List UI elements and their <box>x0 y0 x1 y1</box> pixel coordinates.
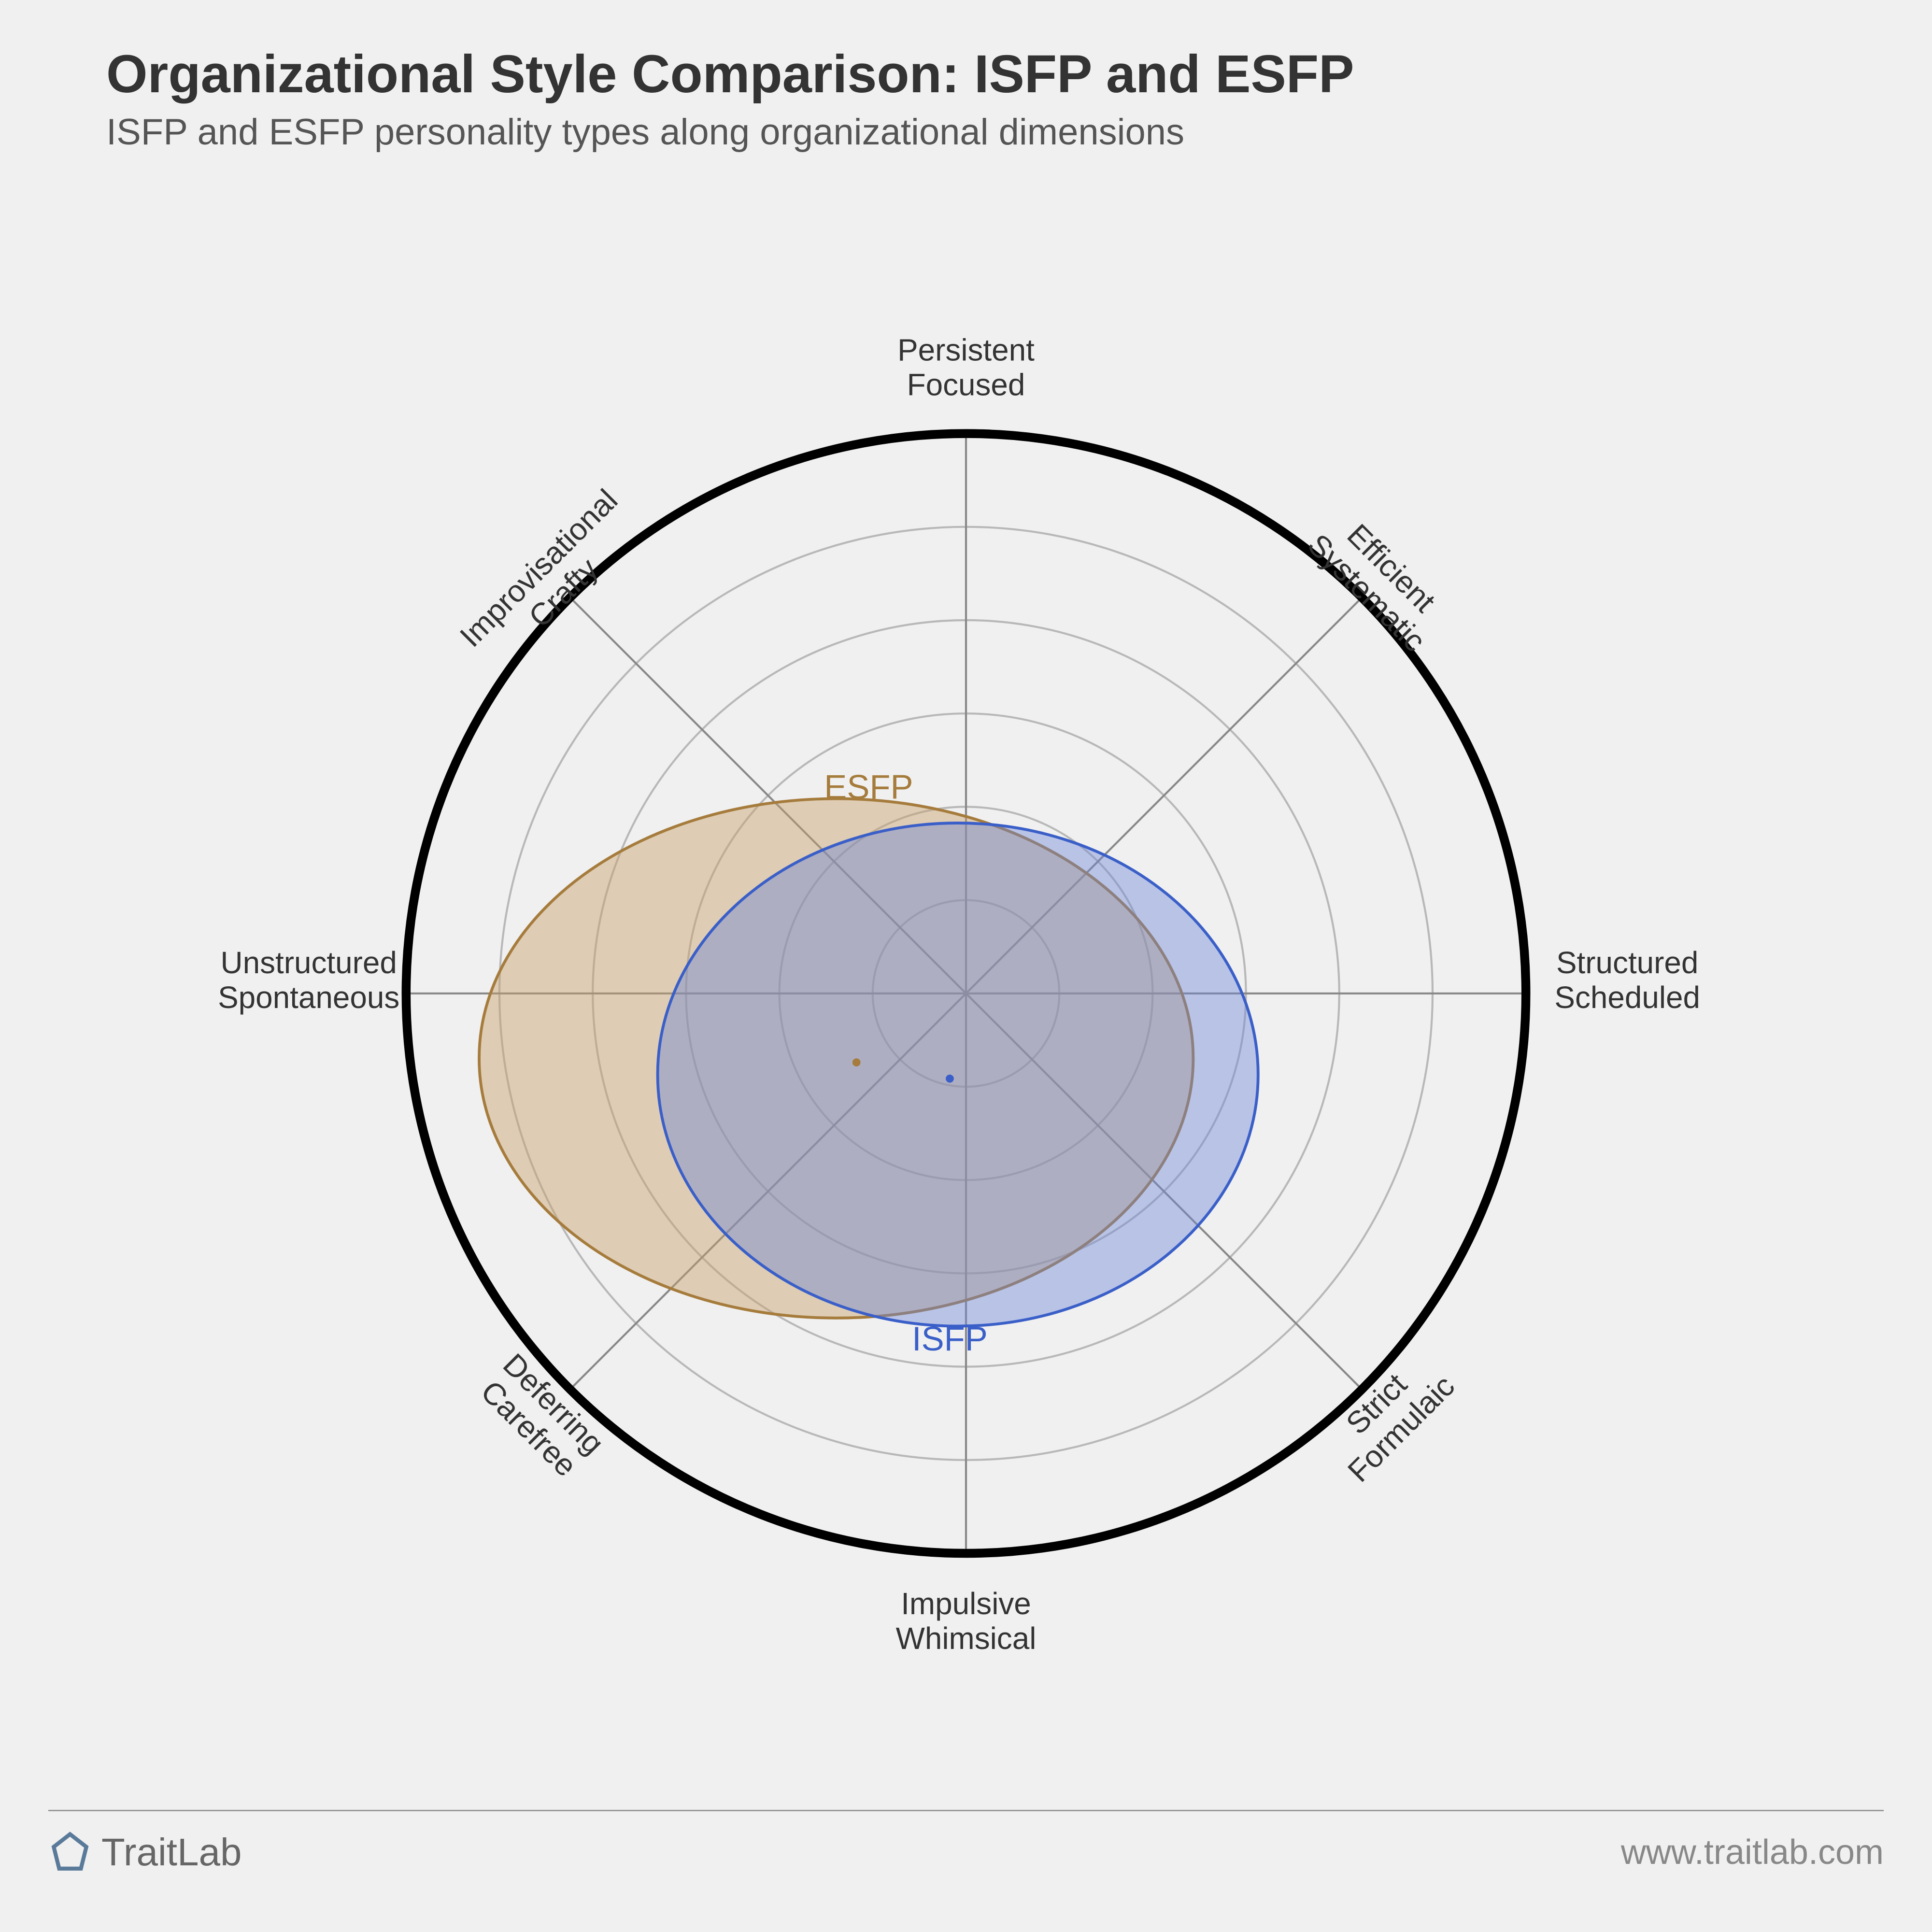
polar-chart-svg: PersistentFocusedEfficientSystematicStru… <box>0 174 1932 1797</box>
axis-label-text: StructuredScheduled <box>1554 945 1700 1015</box>
series-ellipse-isfp <box>658 823 1258 1326</box>
chart-title: Organizational Style Comparison: ISFP an… <box>106 43 1354 105</box>
footer: TraitLab www.traitlab.com <box>48 1826 1884 1879</box>
brand-name: TraitLab <box>101 1830 242 1875</box>
series-label-esfp: ESFP <box>824 768 913 806</box>
axis-label: ImpulsiveWhimsical <box>896 1586 1037 1656</box>
axis-label: DeferringCarefree <box>472 1347 611 1486</box>
chart-subtitle: ISFP and ESFP personality types along or… <box>106 111 1184 153</box>
axis-label: StructuredScheduled <box>1554 945 1700 1015</box>
chart-area: PersistentFocusedEfficientSystematicStru… <box>0 174 1932 1797</box>
axis-label-text: ImpulsiveWhimsical <box>896 1586 1037 1656</box>
axis-label: PersistentFocused <box>897 332 1035 402</box>
brand: TraitLab <box>48 1830 242 1875</box>
brand-logo-icon <box>48 1831 92 1874</box>
axis-label: ImprovisationalCrafty <box>453 483 649 679</box>
axis-label-text: ImprovisationalCrafty <box>453 483 649 679</box>
series-label-isfp: ISFP <box>912 1320 988 1358</box>
series-center-isfp <box>946 1075 954 1083</box>
footer-url: www.traitlab.com <box>1621 1833 1884 1872</box>
axis-label: UnstructuredSpontaneous <box>218 945 399 1015</box>
chart-container: Organizational Style Comparison: ISFP an… <box>0 0 1932 1932</box>
series-center-esfp <box>852 1058 861 1066</box>
axis-label-text: DeferringCarefree <box>472 1347 611 1486</box>
axis-label-text: PersistentFocused <box>897 332 1035 402</box>
footer-divider <box>48 1810 1884 1811</box>
axis-label-text: UnstructuredSpontaneous <box>218 945 399 1015</box>
